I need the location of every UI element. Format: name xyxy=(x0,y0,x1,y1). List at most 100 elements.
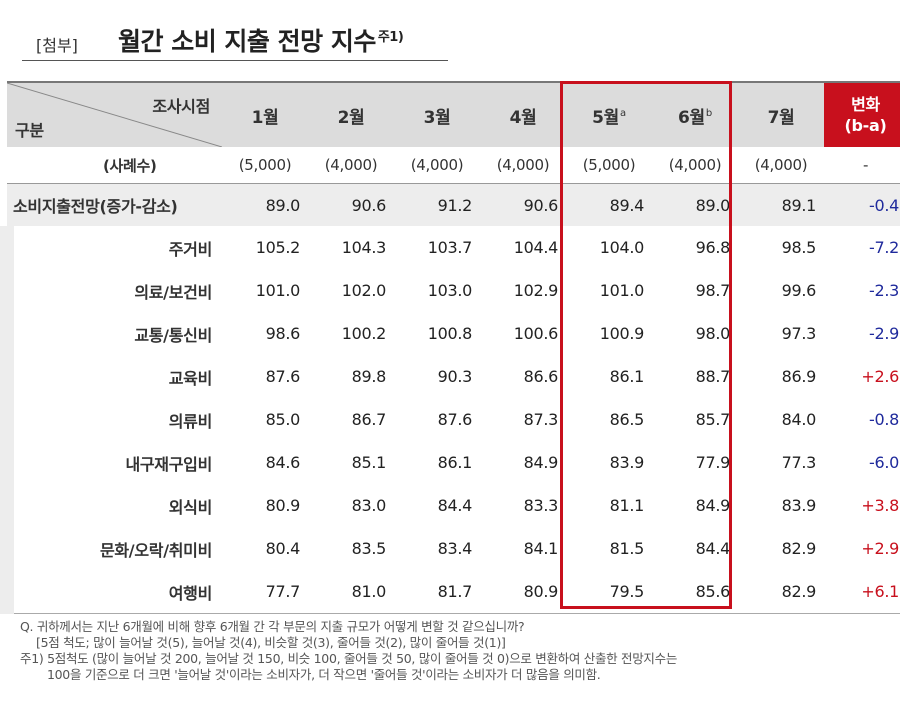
page-title: 월간 소비 지출 전망 지수 주1) xyxy=(118,22,404,58)
change-cell: -6.0 xyxy=(868,453,899,472)
header-month-7: 7월 xyxy=(738,81,824,147)
row-label: 주거비 xyxy=(0,226,222,269)
value-cell: 81.0 xyxy=(308,570,394,614)
value-cell: 87.6 xyxy=(265,367,301,386)
value-cell: 81.7 xyxy=(394,570,480,614)
value-cell: 84.4 xyxy=(695,539,731,558)
value-cell: 85.0 xyxy=(265,410,301,429)
value-cell: 89.4 xyxy=(566,183,652,226)
value-cell: 102.9 xyxy=(513,281,559,300)
sample-cell: (4,000) xyxy=(480,147,566,184)
value-cell: 100.6 xyxy=(513,324,559,343)
sample-cell: (5,000) xyxy=(566,147,652,184)
value-cell: 100.2 xyxy=(341,324,387,343)
header-month-3: 3월 xyxy=(394,81,480,147)
value-cell: 83.0 xyxy=(351,496,387,515)
header-month-1: 1월 xyxy=(222,81,308,147)
value-cell: 84.9 xyxy=(523,453,559,472)
change-cell: -0.8 xyxy=(868,410,899,429)
value-cell: 84.9 xyxy=(695,496,731,515)
value-cell: 90.6 xyxy=(480,183,566,226)
value-cell: 87.3 xyxy=(523,410,559,429)
value-cell: 80.9 xyxy=(265,496,301,515)
sample-size-row: (사례수) (5,000) (4,000) (4,000) (4,000) (5… xyxy=(7,147,900,184)
table-row: 주거비 105.2 104.3 103.7 104.4 104.0 96.8 98.5 -7.2 xyxy=(0,226,900,269)
value-cell: 89.1 xyxy=(738,183,824,226)
value-cell: 86.6 xyxy=(523,367,559,386)
value-cell: 105.2 xyxy=(255,238,301,257)
value-cell: 98.0 xyxy=(695,324,731,343)
sample-cell: (4,000) xyxy=(308,147,394,184)
value-cell: 84.4 xyxy=(437,496,473,515)
row-label: 교육비 xyxy=(0,355,222,398)
value-cell: 103.7 xyxy=(427,238,473,257)
table-row: 문화/오락/취미비 80.4 83.5 83.4 84.1 81.5 84.4 82.9 +2.… xyxy=(0,527,900,570)
value-cell: 85.1 xyxy=(351,453,387,472)
title-tag: [첨부] xyxy=(36,36,78,55)
change-cell: +2.6 xyxy=(861,367,899,386)
change-cell: -2.9 xyxy=(868,324,899,343)
value-cell: 81.5 xyxy=(609,539,645,558)
value-cell: 86.1 xyxy=(609,367,645,386)
change-cell: -2.3 xyxy=(868,281,899,300)
value-cell: 102.0 xyxy=(341,281,387,300)
value-cell: 83.5 xyxy=(351,539,387,558)
value-cell: 81.1 xyxy=(609,496,645,515)
value-cell: 97.3 xyxy=(781,324,817,343)
value-cell: 86.1 xyxy=(437,453,473,472)
value-cell: 87.6 xyxy=(437,410,473,429)
value-cell: 89.8 xyxy=(351,367,387,386)
sample-cell: (4,000) xyxy=(738,147,824,184)
value-cell: 84.6 xyxy=(265,453,301,472)
sample-cell: (4,000) xyxy=(652,147,738,184)
change-cell: -0.4 xyxy=(824,183,900,226)
value-cell: 86.5 xyxy=(609,410,645,429)
value-cell: 83.4 xyxy=(437,539,473,558)
scale-note: [5점 척도; 많이 늘어날 것(5), 늘어날 것(4), 비슷할 것(3),… xyxy=(36,635,506,650)
row-label: 의류비 xyxy=(0,398,222,441)
row-label: 외식비 xyxy=(0,484,222,527)
value-cell: 100.9 xyxy=(599,324,645,343)
header-month-6: 6월b xyxy=(652,81,738,147)
row-label: 소비지출전망(증가-감소) xyxy=(7,183,222,226)
value-cell: 85.6 xyxy=(652,570,738,614)
sample-change: - xyxy=(824,147,900,184)
value-cell: 90.6 xyxy=(308,183,394,226)
value-cell: 83.9 xyxy=(781,496,817,515)
value-cell: 77.9 xyxy=(695,453,731,472)
change-cell: +2.9 xyxy=(861,539,899,558)
value-cell: 77.3 xyxy=(781,453,817,472)
value-cell: 86.9 xyxy=(781,367,817,386)
value-cell: 98.7 xyxy=(695,281,731,300)
value-cell: 79.5 xyxy=(566,570,652,614)
value-cell: 83.3 xyxy=(523,496,559,515)
header-month-2: 2월 xyxy=(308,81,394,147)
sample-cell: (5,000) xyxy=(222,147,308,184)
table-row: 외식비 80.9 83.0 84.4 83.3 81.1 84.9 83.9 +3.8 xyxy=(0,484,900,527)
row-label: 의료/보건비 xyxy=(0,269,222,312)
footnote-1-cont: 100을 기준으로 더 크면 '늘어날 것'이라는 소비자가, 더 작으면 '줄… xyxy=(47,667,601,682)
value-cell: 85.7 xyxy=(695,410,731,429)
value-cell: 83.9 xyxy=(609,453,645,472)
header-corner: 조사시점 구분 xyxy=(7,81,222,147)
value-cell: 90.3 xyxy=(437,367,473,386)
table-row: 교육비 87.6 89.8 90.3 86.6 86.1 88.7 86.9 +2.6 xyxy=(0,355,900,398)
row-label: 문화/오락/취미비 xyxy=(0,527,222,570)
header-row: 조사시점 구분 1월 2월 3월 4월 5월a 6월b 7월 변화 (b-a) xyxy=(7,81,900,147)
header-survey-period: 조사시점 xyxy=(152,97,210,116)
value-cell: 104.0 xyxy=(599,238,645,257)
table-row: 의류비 85.0 86.7 87.6 87.3 86.5 85.7 84.0 -0.8 xyxy=(0,398,900,441)
value-cell: 82.9 xyxy=(781,539,817,558)
value-cell: 101.0 xyxy=(255,281,301,300)
value-cell: 89.0 xyxy=(222,183,308,226)
corner-diagonal-line xyxy=(7,83,222,147)
sample-label: (사례수) xyxy=(7,147,222,184)
month-6-superscript: b xyxy=(705,107,712,119)
survey-question: Q. 귀하께서는 지난 6개월에 비해 향후 6개월 간 각 부문의 지출 규모… xyxy=(20,619,525,634)
change-cell: -7.2 xyxy=(868,238,899,257)
table-row: 의료/보건비 101.0 102.0 103.0 102.9 101.0 98.7 99.6 -… xyxy=(0,269,900,312)
total-row: 소비지출전망(증가-감소) 89.0 90.6 91.2 90.6 89.4 89.0 89.… xyxy=(7,183,900,226)
consumption-outlook-table: 조사시점 구분 1월 2월 3월 4월 5월a 6월b 7월 변화 (b-a) (… xyxy=(0,81,900,614)
month-5-superscript: a xyxy=(620,107,626,119)
value-cell: 104.4 xyxy=(513,238,559,257)
